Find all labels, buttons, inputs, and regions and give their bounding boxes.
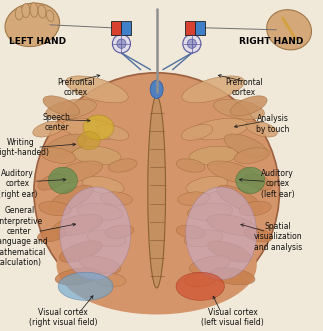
- Ellipse shape: [189, 256, 231, 274]
- Ellipse shape: [83, 176, 124, 194]
- Text: General
interpretive
center
(language and
mathematical
calculation): General interpretive center (language an…: [0, 206, 47, 267]
- Circle shape: [187, 39, 196, 48]
- Ellipse shape: [150, 80, 163, 99]
- Ellipse shape: [224, 134, 267, 157]
- Ellipse shape: [244, 228, 273, 242]
- Ellipse shape: [184, 273, 216, 286]
- Ellipse shape: [38, 5, 46, 18]
- Ellipse shape: [66, 76, 128, 103]
- Ellipse shape: [176, 225, 205, 238]
- Ellipse shape: [100, 192, 132, 205]
- Ellipse shape: [62, 118, 119, 140]
- Ellipse shape: [78, 203, 123, 220]
- Ellipse shape: [48, 167, 78, 194]
- Ellipse shape: [214, 99, 265, 119]
- Ellipse shape: [59, 241, 102, 262]
- Circle shape: [183, 34, 201, 53]
- Text: Auditory
cortex
(right ear): Auditory cortex (right ear): [0, 169, 37, 199]
- Ellipse shape: [230, 96, 267, 116]
- Text: Prefrontal
cortex: Prefrontal cortex: [57, 78, 95, 97]
- Ellipse shape: [182, 76, 245, 103]
- Text: RIGHT HAND: RIGHT HAND: [239, 37, 304, 46]
- Ellipse shape: [37, 228, 66, 242]
- Ellipse shape: [52, 161, 103, 183]
- Ellipse shape: [245, 174, 272, 190]
- Ellipse shape: [83, 115, 114, 140]
- Ellipse shape: [184, 230, 223, 247]
- Ellipse shape: [39, 201, 71, 216]
- Bar: [185, 21, 195, 35]
- Ellipse shape: [55, 268, 100, 285]
- Ellipse shape: [41, 148, 76, 164]
- Ellipse shape: [33, 121, 64, 137]
- Ellipse shape: [34, 73, 279, 311]
- Ellipse shape: [46, 99, 97, 119]
- Ellipse shape: [5, 3, 59, 47]
- Ellipse shape: [186, 187, 257, 280]
- Ellipse shape: [22, 4, 30, 18]
- Ellipse shape: [38, 174, 66, 190]
- Ellipse shape: [181, 124, 213, 140]
- Text: Auditory
cortex
(left ear): Auditory cortex (left ear): [261, 169, 295, 199]
- Ellipse shape: [30, 3, 38, 17]
- Bar: [121, 21, 131, 35]
- Text: Prefrontal
cortex: Prefrontal cortex: [225, 78, 263, 97]
- Ellipse shape: [217, 185, 261, 212]
- Ellipse shape: [97, 124, 129, 140]
- Bar: [111, 21, 121, 35]
- Ellipse shape: [78, 131, 100, 150]
- Ellipse shape: [234, 148, 269, 164]
- Ellipse shape: [46, 10, 54, 22]
- Ellipse shape: [87, 230, 126, 247]
- Ellipse shape: [94, 273, 126, 286]
- Ellipse shape: [60, 187, 131, 280]
- Ellipse shape: [52, 214, 103, 236]
- Text: Visual cortex
(right visual field): Visual cortex (right visual field): [29, 308, 97, 327]
- Ellipse shape: [191, 118, 248, 140]
- Text: Visual cortex
(left visual field): Visual cortex (left visual field): [201, 308, 264, 327]
- Ellipse shape: [43, 134, 86, 157]
- Ellipse shape: [15, 7, 24, 20]
- Ellipse shape: [210, 268, 255, 285]
- Ellipse shape: [186, 176, 227, 194]
- Ellipse shape: [148, 96, 166, 288]
- Ellipse shape: [176, 159, 205, 172]
- Ellipse shape: [239, 201, 271, 216]
- Ellipse shape: [267, 10, 311, 50]
- Ellipse shape: [49, 185, 93, 212]
- Text: LEFT HAND: LEFT HAND: [9, 37, 66, 46]
- Ellipse shape: [246, 121, 277, 137]
- Ellipse shape: [189, 146, 237, 165]
- Bar: [195, 21, 205, 35]
- Text: Speech
center: Speech center: [43, 113, 70, 132]
- Ellipse shape: [109, 159, 137, 172]
- Circle shape: [117, 39, 126, 48]
- Text: Writing
(right-handed): Writing (right-handed): [0, 138, 49, 157]
- Ellipse shape: [236, 167, 265, 194]
- Ellipse shape: [176, 272, 224, 301]
- Ellipse shape: [43, 96, 80, 116]
- Ellipse shape: [187, 203, 233, 220]
- Text: Spatial
visualization
and analysis: Spatial visualization and analysis: [254, 222, 302, 252]
- Ellipse shape: [208, 241, 251, 262]
- Text: Analysis
by touch: Analysis by touch: [256, 115, 290, 134]
- Ellipse shape: [79, 256, 121, 274]
- Ellipse shape: [207, 161, 258, 183]
- Ellipse shape: [178, 192, 210, 205]
- Circle shape: [112, 34, 130, 53]
- Ellipse shape: [58, 272, 113, 301]
- Ellipse shape: [207, 214, 258, 236]
- Ellipse shape: [105, 225, 134, 238]
- Ellipse shape: [57, 215, 257, 314]
- Ellipse shape: [73, 146, 121, 165]
